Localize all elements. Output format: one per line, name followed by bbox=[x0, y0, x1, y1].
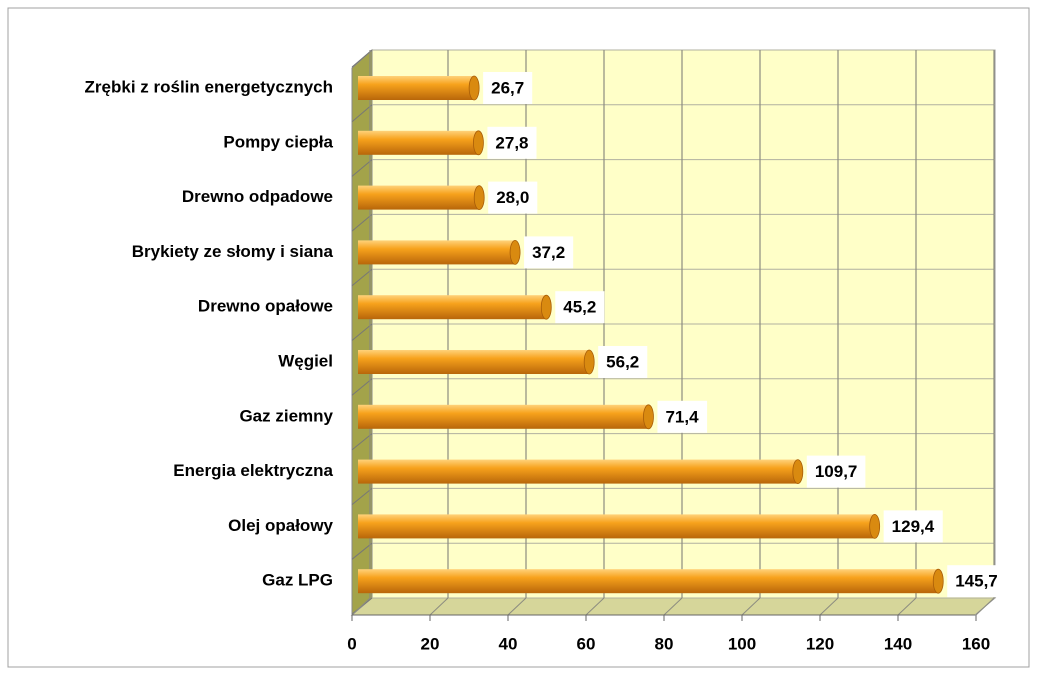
bar bbox=[358, 569, 939, 594]
floor-grid-line bbox=[975, 597, 995, 616]
value-label-box bbox=[806, 455, 866, 488]
category-label: Gaz ziemny bbox=[239, 406, 333, 425]
value-label-box bbox=[598, 346, 648, 378]
bar bbox=[358, 459, 798, 484]
side-line bbox=[351, 542, 373, 560]
bar bbox=[358, 130, 479, 155]
category-label: Węgiel bbox=[278, 351, 333, 370]
bar-cap bbox=[792, 459, 804, 485]
bar-cap bbox=[509, 239, 521, 265]
bar-cap bbox=[643, 404, 654, 430]
bar bbox=[358, 295, 547, 320]
x-tick-label: 40 bbox=[499, 634, 518, 653]
category-label: Energia elektryczna bbox=[173, 461, 333, 480]
value-label: 26,7 bbox=[491, 78, 524, 97]
bar-cap bbox=[583, 349, 595, 375]
value-label-box bbox=[487, 126, 537, 159]
value-label-box bbox=[488, 181, 538, 214]
value-label-box bbox=[483, 72, 533, 104]
bar-cap bbox=[473, 185, 485, 211]
category-label: Pompy ciepła bbox=[223, 132, 333, 151]
x-tick-label: 120 bbox=[806, 634, 834, 653]
x-tick-label: 100 bbox=[728, 634, 756, 653]
side-line bbox=[351, 49, 373, 68]
value-label-box bbox=[883, 510, 943, 543]
side-line bbox=[351, 488, 373, 505]
floor-grid-line bbox=[663, 597, 683, 616]
category-label: Brykiety ze słomy i siana bbox=[132, 242, 334, 261]
bar bbox=[358, 240, 516, 265]
bar-cap bbox=[869, 514, 881, 539]
value-label: 28,0 bbox=[496, 188, 529, 207]
bar bbox=[358, 404, 649, 429]
side-line bbox=[351, 159, 373, 177]
value-label: 129,4 bbox=[892, 517, 935, 536]
x-tick-label: 20 bbox=[421, 634, 440, 653]
floor-grid-line bbox=[897, 597, 917, 616]
floor-grid-line bbox=[351, 597, 371, 616]
bar bbox=[358, 185, 480, 210]
side-line bbox=[351, 433, 373, 451]
x-tick-label: 60 bbox=[577, 634, 596, 653]
x-tick-label: 0 bbox=[347, 634, 356, 653]
bar bbox=[358, 514, 875, 539]
side-line bbox=[351, 104, 373, 123]
value-label: 56,2 bbox=[606, 352, 639, 371]
value-label-box bbox=[657, 400, 708, 433]
category-label: Zrębki z roślin energetycznych bbox=[85, 77, 333, 96]
floor-grid-line bbox=[429, 597, 449, 616]
x-tick-label: 80 bbox=[655, 634, 674, 653]
side-line bbox=[351, 268, 373, 287]
value-label: 109,7 bbox=[815, 462, 858, 481]
value-label: 145,7 bbox=[955, 572, 998, 591]
category-label: Drewno odpadowe bbox=[182, 187, 333, 206]
bar bbox=[358, 76, 475, 100]
bar bbox=[358, 350, 590, 374]
bar-cap bbox=[473, 130, 484, 156]
side-line bbox=[351, 214, 373, 232]
floor-grid-line bbox=[819, 597, 839, 616]
side-line bbox=[351, 378, 373, 396]
category-label: Drewno opałowe bbox=[198, 297, 333, 316]
value-label-box bbox=[524, 236, 574, 269]
value-label: 71,4 bbox=[665, 407, 699, 426]
value-label-box bbox=[947, 565, 1006, 598]
bar-cap bbox=[468, 75, 480, 101]
side-line bbox=[351, 323, 373, 341]
category-label: Gaz LPG bbox=[262, 571, 333, 590]
floor-grid-line bbox=[507, 597, 527, 616]
floor-grid-line bbox=[585, 597, 605, 616]
value-label: 45,2 bbox=[563, 298, 596, 317]
value-label: 37,2 bbox=[532, 243, 565, 262]
category-label: Olej opałowy bbox=[228, 516, 333, 535]
value-label-box bbox=[555, 291, 605, 324]
value-label: 27,8 bbox=[495, 133, 528, 152]
bar-cap bbox=[540, 294, 552, 320]
x-tick-label: 140 bbox=[884, 634, 912, 653]
floor-grid-line bbox=[741, 597, 761, 616]
bar-cap bbox=[932, 568, 944, 594]
x-tick-label: 160 bbox=[962, 634, 990, 653]
